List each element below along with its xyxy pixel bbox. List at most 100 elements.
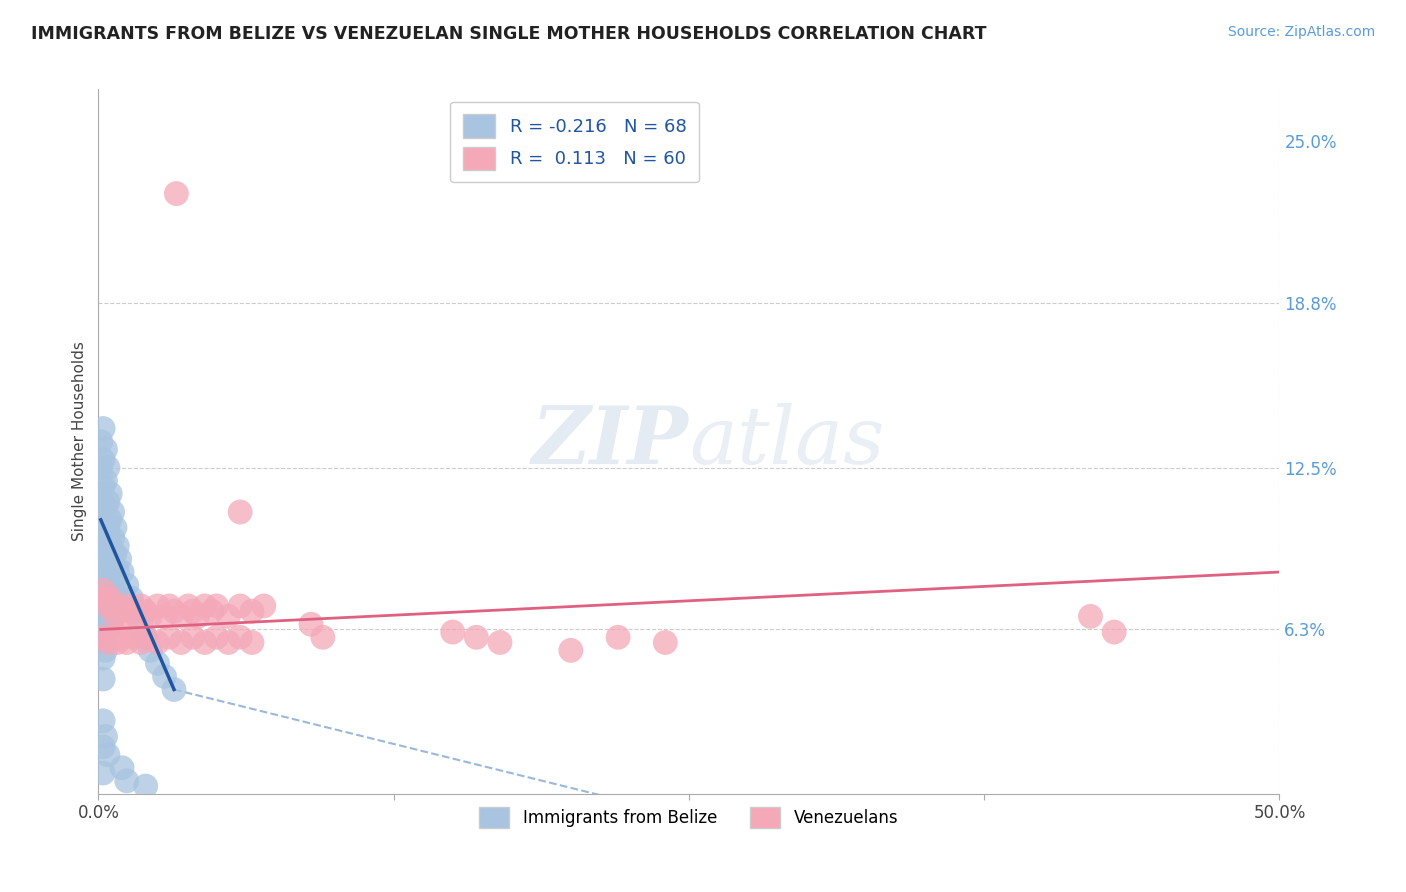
Point (101, 531, 124, 545)
Point (229, 630, 252, 644)
Point (98, 539, 121, 553)
Point (94, 591, 117, 606)
Point (94, 730, 117, 744)
Point (465, 630, 488, 644)
Point (90, 460, 112, 475)
Point (121, 604, 143, 618)
Point (101, 558, 124, 572)
Point (97, 547, 120, 561)
Point (654, 635, 676, 649)
Point (115, 773, 138, 788)
Point (91, 552, 114, 566)
Point (90, 547, 112, 561)
Point (98, 513, 121, 527)
Point (146, 599, 169, 613)
Point (94, 500, 117, 514)
Point (97, 521, 120, 535)
Point (101, 599, 124, 613)
Point (97, 599, 120, 613)
Point (177, 599, 200, 613)
Point (94, 593, 117, 607)
Point (139, 643, 162, 657)
Point (560, 643, 582, 657)
Point (146, 635, 169, 649)
Point (181, 604, 204, 618)
Point (105, 565, 128, 579)
Point (91, 766, 114, 780)
Point (253, 599, 276, 613)
Point (104, 547, 127, 561)
Point (101, 583, 124, 598)
Point (135, 630, 157, 644)
Point (121, 591, 143, 606)
Point (104, 573, 127, 587)
Point (111, 630, 134, 644)
Point (91, 630, 114, 644)
Point (94, 573, 117, 587)
Point (170, 609, 193, 624)
Point (94, 617, 117, 632)
Point (135, 779, 157, 793)
Point (111, 591, 134, 606)
Point (91, 583, 114, 598)
Point (98, 617, 121, 632)
Point (229, 505, 252, 519)
Point (489, 635, 512, 649)
Point (98, 487, 121, 501)
Point (94, 474, 117, 488)
Point (135, 630, 157, 644)
Y-axis label: Single Mother Households: Single Mother Households (72, 342, 87, 541)
Point (108, 604, 131, 618)
Point (104, 609, 127, 624)
Point (90, 513, 112, 527)
Point (111, 761, 134, 775)
Text: atlas: atlas (689, 403, 884, 480)
Point (607, 630, 630, 644)
Point (240, 604, 263, 618)
Point (170, 635, 193, 649)
Point (299, 617, 322, 632)
Point (115, 635, 138, 649)
Point (91, 531, 114, 545)
Point (115, 578, 138, 592)
Point (104, 521, 127, 535)
Point (91, 479, 114, 493)
Point (217, 609, 239, 624)
Point (201, 604, 224, 618)
Point (312, 630, 335, 644)
Point (194, 599, 217, 613)
Point (91, 714, 114, 728)
Point (115, 599, 138, 613)
Point (111, 609, 134, 624)
Point (157, 599, 180, 613)
Point (441, 625, 464, 640)
Point (181, 630, 204, 644)
Point (91, 609, 114, 624)
Point (91, 591, 114, 606)
Point (91, 739, 114, 754)
Text: ZIP: ZIP (531, 403, 689, 480)
Point (98, 591, 121, 606)
Point (105, 599, 128, 613)
Point (97, 747, 120, 762)
Point (91, 505, 114, 519)
Point (97, 635, 120, 649)
Point (153, 669, 176, 683)
Point (129, 617, 152, 632)
Point (125, 604, 148, 618)
Point (91, 651, 114, 665)
Point (97, 460, 120, 475)
Point (135, 604, 157, 618)
Point (1102, 625, 1125, 640)
Point (94, 643, 117, 657)
Point (91, 630, 114, 644)
Point (122, 630, 145, 644)
Legend: Immigrants from Belize, Venezuelans: Immigrants from Belize, Venezuelans (472, 800, 905, 835)
Point (139, 609, 162, 624)
Point (125, 609, 148, 624)
Point (94, 442, 117, 457)
Point (229, 599, 252, 613)
Point (205, 630, 228, 644)
Point (91, 421, 114, 435)
Point (97, 599, 120, 613)
